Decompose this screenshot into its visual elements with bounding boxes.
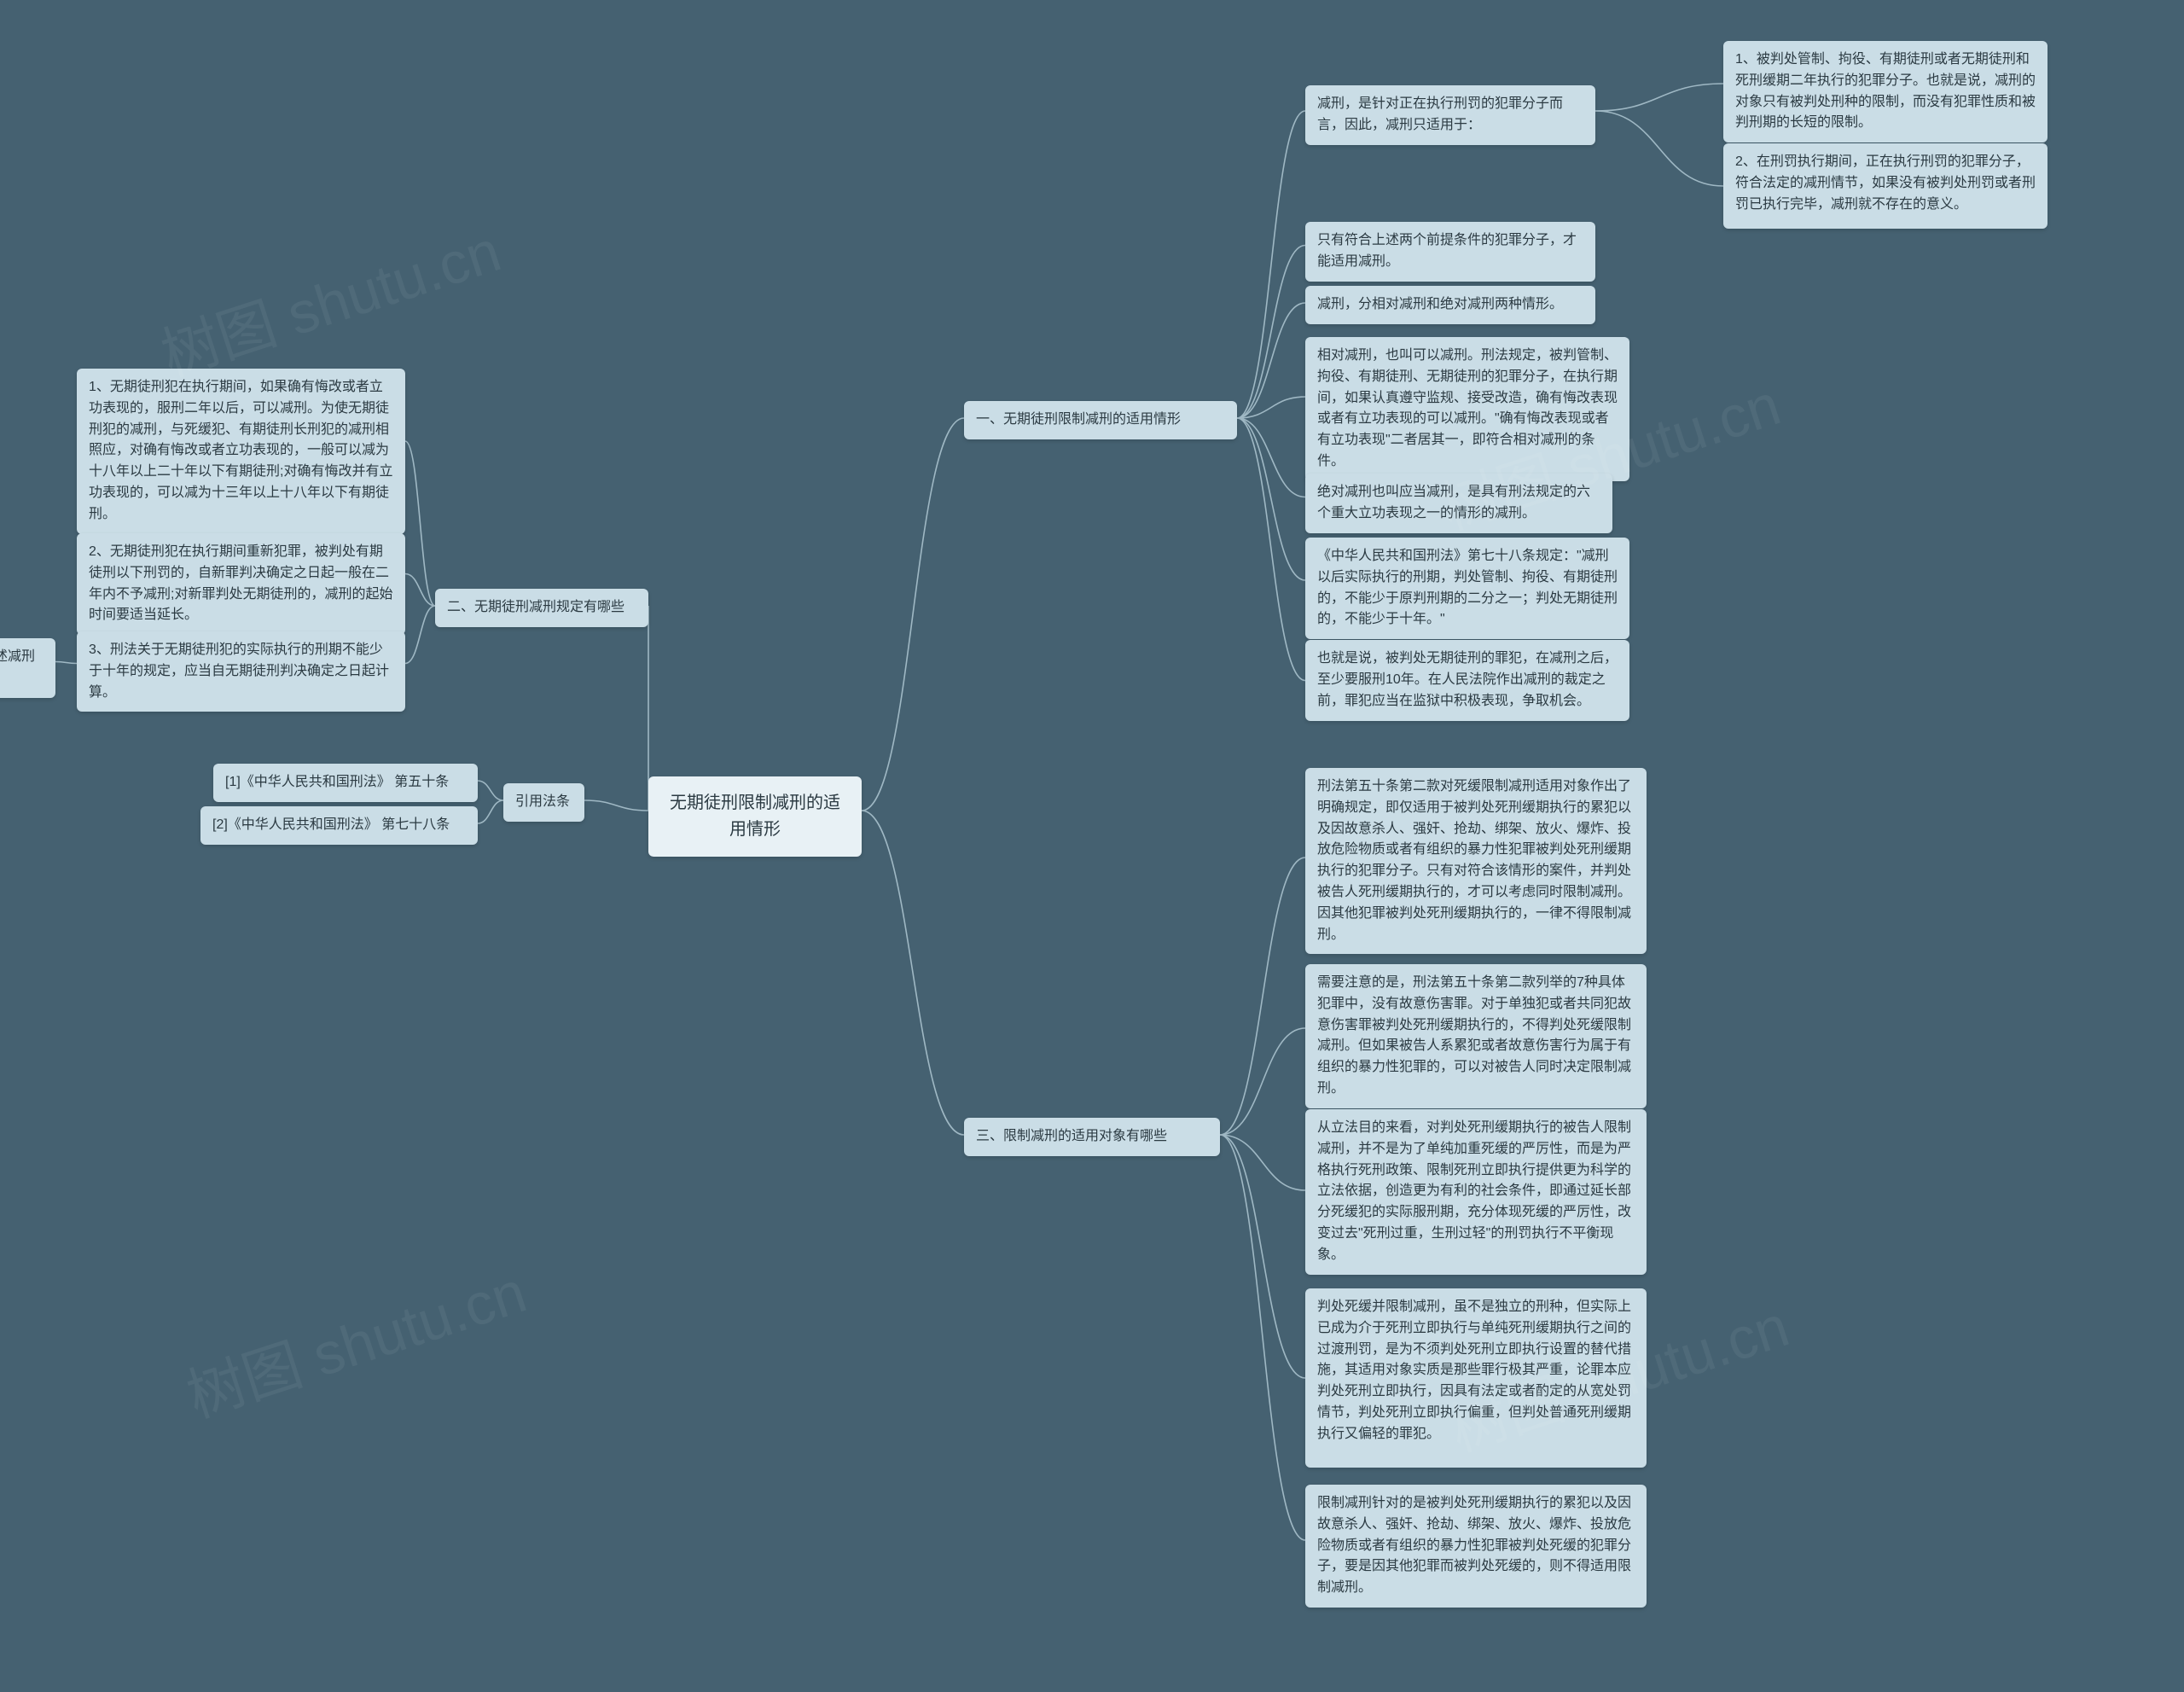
node-b1_1a: 1、被判处管制、拘役、有期徒刑或者无期徒刑和死刑缓期二年执行的犯罪分子。也就是说… xyxy=(1723,41,2048,142)
node-b3_5: 限制减刑针对的是被判处死刑缓期执行的累犯以及因故意杀人、强奸、抢劫、绑架、放火、… xyxy=(1305,1485,1647,1608)
edge-b1_1-b1_1b xyxy=(1595,111,1723,186)
node-b1_5: 绝对减刑也叫应当减刑，是具有刑法规定的六个重大立功表现之一的情形的减刑。 xyxy=(1305,474,1612,533)
edge-b2-b2_3 xyxy=(405,606,435,664)
node-b1_6: 《中华人民共和国刑法》第七十八条规定："减刑以后实际执行的刑期，判处管制、拘役、… xyxy=(1305,538,1629,639)
edge-b2-b2_2 xyxy=(405,574,435,607)
node-b1_1: 减刑，是针对正在执行刑罚的犯罪分子而言，因此，减刑只适用于： xyxy=(1305,85,1595,145)
edge-b1-b1_1 xyxy=(1237,111,1305,418)
node-b2_1: 1、无期徒刑犯在执行期间，如果确有悔改或者立功表现的，服刑二年以后，可以减刑。为… xyxy=(77,369,405,534)
edge-root-b4 xyxy=(584,800,648,811)
node-b1_3: 减刑，分相对减刑和绝对减刑两种情形。 xyxy=(1305,286,1595,324)
edge-b1-b1_6 xyxy=(1237,418,1305,580)
node-b3_3: 从立法目的来看，对判处死刑缓期执行的被告人限制减刑，并不是为了单纯加重死缓的严厉… xyxy=(1305,1109,1647,1275)
edge-b1-b1_4 xyxy=(1237,397,1305,418)
edge-b2_3-b2_3a xyxy=(55,662,77,664)
node-b4: 引用法条 xyxy=(503,783,584,822)
watermark-2: 树图 shutu.cn xyxy=(175,1245,535,1433)
edge-b3-b3_3 xyxy=(1220,1135,1305,1190)
edge-b3-b3_2 xyxy=(1220,1028,1305,1135)
node-b4_2: [2]《中华人民共和国刑法》 第七十八条 xyxy=(200,806,478,845)
edge-root-b1 xyxy=(862,418,964,811)
edge-b1-b1_5 xyxy=(1237,418,1305,497)
edge-b4-b4_1 xyxy=(478,781,503,800)
edge-b4-b4_2 xyxy=(478,800,503,823)
node-b3: 三、限制减刑的适用对象有哪些 xyxy=(964,1118,1220,1156)
edge-b3-b3_4 xyxy=(1220,1135,1305,1378)
edge-b1-b1_3 xyxy=(1237,303,1305,418)
edge-b1-b1_2 xyxy=(1237,246,1305,419)
edge-b2-b2_1 xyxy=(405,441,435,606)
node-b2: 二、无期徒刑减刑规定有哪些 xyxy=(435,589,648,627)
edge-root-b3 xyxy=(862,811,964,1135)
edge-b3-b3_1 xyxy=(1220,858,1305,1135)
node-b1_1b: 2、在刑罚执行期间，正在执行刑罚的犯罪分子，符合法定的减刑情节，如果没有被判处刑… xyxy=(1723,143,2048,229)
edge-b1-b1_7 xyxy=(1237,418,1305,681)
node-b3_2: 需要注意的是，刑法第五十条第二款列举的7种具体犯罪中，没有故意伤害罪。对于单独犯… xyxy=(1305,964,1647,1108)
watermark-0: 树图 shutu.cn xyxy=(149,204,509,392)
node-root: 无期徒刑限制减刑的适用情形 xyxy=(648,776,862,857)
node-b4_1: [1]《中华人民共和国刑法》 第五十条 xyxy=(213,764,478,802)
node-b1: 一、无期徒刑限制减刑的适用情形 xyxy=(964,401,1237,439)
edge-b3-b3_5 xyxy=(1220,1135,1305,1540)
node-b1_2: 只有符合上述两个前提条件的犯罪分子，才能适用减刑。 xyxy=(1305,222,1595,282)
node-b1_7: 也就是说，被判处无期徒刑的罪犯，在减刑之后，至少要服刑10年。在人民法院作出减刑… xyxy=(1305,640,1629,721)
node-b2_2: 2、无期徒刑犯在执行期间重新犯罪，被判处有期徒刑以下刑罚的，自新罪判决确定之日起… xyxy=(77,533,405,635)
node-b3_4: 判处死缓并限制减刑，虽不是独立的刑种，但实际上已成为介于死刑立即执行与单纯死刑缓… xyxy=(1305,1288,1647,1468)
node-b2_3: 3、刑法关于无期徒刑犯的实际执行的刑期不能少于十年的规定，应当自无期徒刑判决确定… xyxy=(77,631,405,712)
edge-b1_1-b1_1a xyxy=(1595,84,1723,111)
connector-layer xyxy=(0,0,2184,1692)
node-b1_4: 相对减刑，也叫可以减刑。刑法规定，被判管制、拘役、有期徒刑、无期徒刑的犯罪分子，… xyxy=(1305,337,1629,481)
node-b2_3a: 有重大立功表现的，可以不受上述减刑期限的限制。 xyxy=(0,638,55,698)
node-b3_1: 刑法第五十条第二款对死缓限制减刑适用对象作出了明确规定，即仅适用于被判处死刑缓期… xyxy=(1305,768,1647,954)
